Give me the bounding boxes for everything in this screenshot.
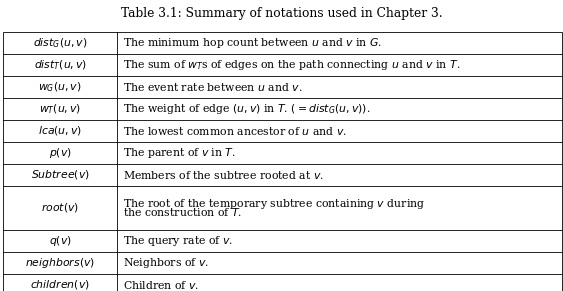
Text: The minimum hop count between $u$ and $v$ in $G$.: The minimum hop count between $u$ and $v…: [123, 36, 382, 50]
Text: $dist_T(u, v)$: $dist_T(u, v)$: [34, 58, 87, 72]
Text: $lca(u, v)$: $lca(u, v)$: [38, 124, 82, 137]
Text: $q(v)$: $q(v)$: [48, 234, 72, 248]
Text: Members of the subtree rooted at $v$.: Members of the subtree rooted at $v$.: [123, 169, 324, 181]
Text: The lowest common ancestor of $u$ and $v$.: The lowest common ancestor of $u$ and $v…: [123, 125, 347, 137]
Text: $p(v)$: $p(v)$: [48, 146, 72, 160]
Text: The query rate of $v$.: The query rate of $v$.: [123, 234, 233, 248]
Text: The parent of $v$ in $T$.: The parent of $v$ in $T$.: [123, 146, 236, 160]
Text: $dist_G(u, v)$: $dist_G(u, v)$: [33, 36, 87, 50]
Text: $w_G(u, v)$: $w_G(u, v)$: [38, 80, 82, 94]
Text: Children of $v$.: Children of $v$.: [123, 279, 199, 291]
Text: $Subtree(v)$: $Subtree(v)$: [31, 168, 90, 181]
Text: the construction of $T$.: the construction of $T$.: [123, 206, 242, 218]
Text: Neighbors of $v$.: Neighbors of $v$.: [123, 256, 209, 270]
Text: The weight of edge $(u, v)$ in $T$. $(= dist_G(u, v))$.: The weight of edge $(u, v)$ in $T$. $(= …: [123, 102, 370, 116]
Text: The sum of $w_T$s of edges on the path connecting $u$ and $v$ in $T$.: The sum of $w_T$s of edges on the path c…: [123, 58, 461, 72]
Text: The root of the temporary subtree containing $v$ during: The root of the temporary subtree contai…: [123, 197, 425, 211]
Text: $children(v)$: $children(v)$: [30, 278, 90, 291]
Text: Table 3.1: Summary of notations used in Chapter 3.: Table 3.1: Summary of notations used in …: [120, 7, 443, 20]
Text: $root(v)$: $root(v)$: [41, 201, 79, 214]
Text: $w_T(u, v)$: $w_T(u, v)$: [39, 102, 81, 116]
Text: The event rate between $u$ and $v$.: The event rate between $u$ and $v$.: [123, 81, 302, 93]
Text: $neighbors(v)$: $neighbors(v)$: [25, 256, 95, 270]
